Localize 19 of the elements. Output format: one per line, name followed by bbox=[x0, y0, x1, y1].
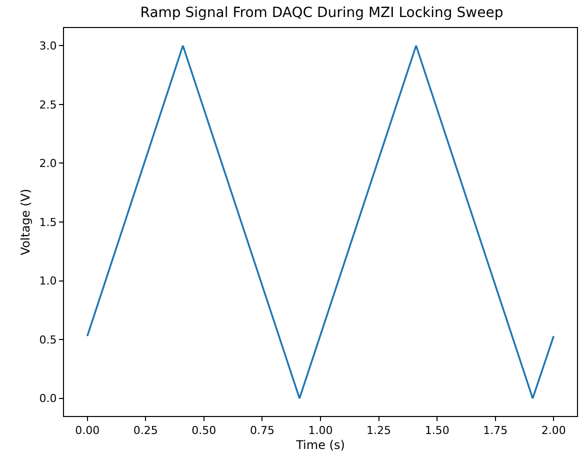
x-tick-label: 2.00 bbox=[541, 424, 566, 438]
y-tick-label: 1.5 bbox=[39, 216, 57, 229]
x-tick-label: 1.00 bbox=[308, 424, 333, 438]
x-axis-title: Time (s) bbox=[295, 438, 345, 452]
y-tick-label: 2.0 bbox=[39, 157, 57, 170]
x-tick-label: 0.75 bbox=[250, 424, 274, 438]
x-tick-label: 0.00 bbox=[75, 424, 100, 438]
x-tick-label: 1.75 bbox=[483, 424, 508, 438]
x-tick-label: 1.25 bbox=[366, 424, 392, 438]
y-tick-label: 1.0 bbox=[39, 274, 57, 288]
y-tick-label: 3.0 bbox=[39, 39, 57, 52]
x-tick-label: 0.25 bbox=[133, 424, 158, 438]
y-tick-label: 0.0 bbox=[39, 392, 57, 406]
y-tick-label: 2.5 bbox=[39, 98, 57, 112]
x-tick-label: 0.50 bbox=[192, 424, 216, 438]
x-tick-label: 1.50 bbox=[424, 424, 450, 438]
chart-title: Ramp Signal From DAQC During MZI Locking Sweep bbox=[140, 4, 504, 21]
y-axis-title: Voltage (V) bbox=[18, 188, 33, 256]
y-tick-label: 0.5 bbox=[39, 333, 57, 346]
